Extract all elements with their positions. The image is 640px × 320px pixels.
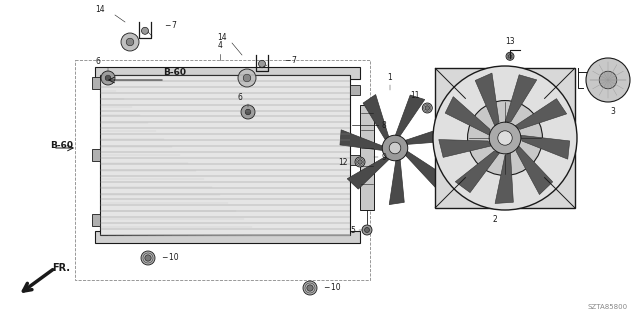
Circle shape — [506, 52, 514, 60]
Circle shape — [425, 106, 429, 110]
Circle shape — [126, 38, 134, 46]
Circle shape — [238, 69, 256, 87]
Text: 12: 12 — [339, 157, 348, 166]
Bar — [350, 85, 360, 95]
Polygon shape — [455, 151, 500, 193]
Polygon shape — [389, 158, 404, 204]
Circle shape — [498, 131, 512, 145]
Circle shape — [101, 71, 115, 85]
Text: 14: 14 — [217, 33, 227, 42]
Circle shape — [105, 75, 111, 81]
Circle shape — [599, 71, 617, 89]
Polygon shape — [475, 73, 499, 126]
Circle shape — [489, 122, 521, 154]
Text: SZTA85800: SZTA85800 — [588, 304, 628, 310]
Polygon shape — [395, 95, 425, 136]
Bar — [95, 67, 360, 79]
Circle shape — [121, 33, 139, 51]
Text: 6: 6 — [237, 93, 243, 102]
Text: 2: 2 — [493, 215, 497, 224]
Text: B-60: B-60 — [51, 141, 74, 150]
Circle shape — [259, 60, 266, 67]
Text: ─ 7: ─ 7 — [165, 20, 177, 29]
Bar — [435, 68, 575, 208]
Bar — [92, 77, 100, 89]
Polygon shape — [445, 97, 490, 135]
Polygon shape — [515, 99, 566, 129]
Text: 14: 14 — [95, 5, 105, 14]
Bar — [360, 105, 374, 210]
Circle shape — [145, 255, 151, 261]
Text: ─ 10: ─ 10 — [324, 284, 340, 292]
Polygon shape — [363, 94, 388, 141]
Text: 4: 4 — [218, 41, 223, 50]
Circle shape — [141, 27, 148, 34]
Polygon shape — [439, 140, 492, 157]
Text: ─ 10: ─ 10 — [162, 253, 179, 262]
Text: 8: 8 — [382, 121, 387, 130]
Circle shape — [243, 74, 251, 82]
Text: 9: 9 — [382, 153, 387, 162]
Bar — [100, 75, 350, 235]
Text: 6: 6 — [95, 57, 100, 66]
Text: ─ 7: ─ 7 — [285, 55, 297, 65]
Circle shape — [241, 105, 255, 119]
Circle shape — [365, 228, 369, 233]
Polygon shape — [406, 151, 444, 188]
Circle shape — [468, 100, 543, 175]
Circle shape — [389, 142, 401, 154]
Text: 11: 11 — [410, 91, 420, 100]
Bar — [95, 231, 360, 243]
Text: 5: 5 — [350, 226, 355, 235]
Circle shape — [307, 285, 313, 291]
Circle shape — [422, 103, 432, 113]
Circle shape — [382, 135, 408, 161]
Text: 1: 1 — [388, 73, 392, 82]
Bar — [92, 149, 100, 161]
Circle shape — [141, 251, 155, 265]
Polygon shape — [495, 153, 513, 204]
Circle shape — [358, 160, 362, 164]
Text: FR.: FR. — [52, 263, 70, 273]
Circle shape — [362, 225, 372, 235]
Text: 13: 13 — [505, 37, 515, 46]
Circle shape — [303, 281, 317, 295]
Circle shape — [355, 157, 365, 167]
Circle shape — [245, 109, 251, 115]
Polygon shape — [520, 135, 570, 159]
Text: B-60: B-60 — [163, 68, 186, 77]
Text: 3: 3 — [611, 107, 616, 116]
Circle shape — [433, 66, 577, 210]
Polygon shape — [348, 156, 390, 189]
Bar — [75, 60, 370, 280]
Polygon shape — [404, 127, 451, 144]
Circle shape — [508, 54, 512, 58]
Polygon shape — [505, 75, 537, 122]
Polygon shape — [516, 146, 553, 195]
Polygon shape — [340, 130, 384, 151]
Bar — [92, 214, 100, 226]
Circle shape — [586, 58, 630, 102]
Bar — [350, 155, 360, 165]
